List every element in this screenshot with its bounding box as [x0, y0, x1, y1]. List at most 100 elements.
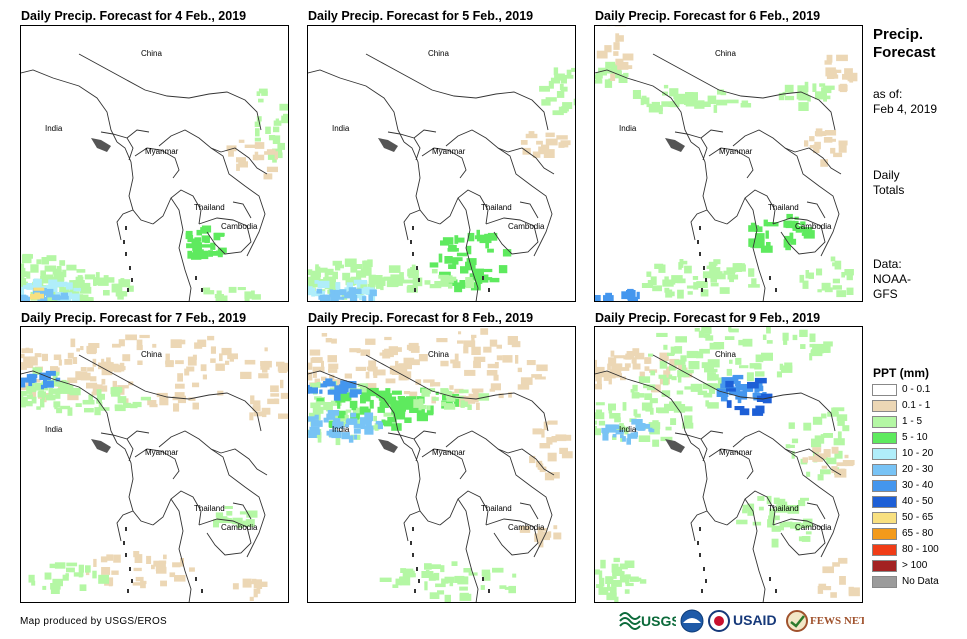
svg-text:FEWS NET: FEWS NET	[810, 615, 864, 627]
country-label-china: China	[428, 49, 449, 58]
usaid-logo: USAID	[732, 608, 784, 634]
legend-label: 5 - 10	[902, 432, 928, 443]
country-label-india: India	[332, 425, 350, 434]
country-label-cambodia: Cambodia	[795, 222, 832, 231]
data-source-line3: GFS	[873, 287, 898, 301]
country-label-thailand: Thailand	[768, 203, 799, 212]
usgs-logo-graphic: USGS	[619, 612, 681, 630]
country-borders	[21, 354, 268, 602]
precip-field	[595, 327, 860, 602]
country-label-thailand: Thailand	[194, 504, 225, 513]
country-label-myanmar: Myanmar	[432, 448, 466, 457]
country-label-thailand: Thailand	[481, 504, 512, 513]
country-borders	[595, 53, 842, 301]
country-borders	[595, 354, 842, 602]
country-label-india: India	[332, 124, 350, 133]
legend-label: No Data	[902, 576, 939, 587]
legend-swatch	[872, 528, 897, 540]
country-label-myanmar: Myanmar	[145, 147, 179, 156]
country-label-cambodia: Cambodia	[508, 523, 545, 532]
totals-line2: Totals	[873, 183, 905, 197]
country-label-cambodia: Cambodia	[221, 222, 258, 231]
legend-swatch	[872, 544, 897, 556]
legend-swatch	[872, 400, 897, 412]
country-label-myanmar: Myanmar	[719, 448, 753, 457]
country-label-india: India	[619, 425, 637, 434]
country-label-cambodia: Cambodia	[508, 222, 545, 231]
country-label-myanmar: Myanmar	[145, 448, 179, 457]
map-panel-4[interactable]: China India Myanmar Thailand Cambodia	[20, 326, 289, 603]
totals-line1: Daily	[873, 168, 900, 182]
legend-swatch	[872, 448, 897, 460]
map-panel-6[interactable]: China India Myanmar Thailand Cambodia	[594, 326, 863, 603]
precip-field	[308, 328, 573, 602]
fewsnet-logo: FEWS NET	[786, 608, 867, 634]
map-panel-3[interactable]: China India Myanmar Thailand Cambodia	[594, 25, 863, 302]
legend-label: 0.1 - 1	[902, 400, 931, 411]
sidebar-title-line1: Precip.	[873, 26, 924, 43]
map-panel-1[interactable]: China India Myanmar Thailand Cambodia	[20, 25, 289, 302]
legend-swatch	[872, 384, 897, 396]
legend-label: 0 - 0.1	[902, 384, 931, 395]
country-label-thailand: Thailand	[194, 203, 225, 212]
panel-title-6: Daily Precip. Forecast for 9 Feb., 2019	[595, 311, 821, 325]
usaid-seal	[708, 608, 730, 634]
country-label-thailand: Thailand	[768, 504, 799, 513]
legend-title: PPT (mm)	[873, 366, 930, 380]
legend-swatch	[872, 576, 897, 588]
country-borders	[308, 53, 555, 301]
country-label-myanmar: Myanmar	[432, 147, 466, 156]
country-label-myanmar: Myanmar	[719, 147, 753, 156]
precip-map: China India Myanmar Thailand Cambodia	[21, 334, 288, 602]
country-label-india: India	[45, 425, 63, 434]
precip-field	[595, 26, 858, 301]
svg-text:USAID: USAID	[733, 612, 777, 628]
precip-map: China India Myanmar Thailand Cambodia	[308, 328, 573, 602]
country-label-china: China	[428, 350, 449, 359]
panel-title-3: Daily Precip. Forecast for 6 Feb., 2019	[595, 9, 821, 23]
country-label-cambodia: Cambodia	[221, 523, 258, 532]
precip-map: China India Myanmar Thailand Cambodia	[595, 327, 860, 602]
precip-field	[21, 88, 288, 301]
panel-title-4: Daily Precip. Forecast for 7 Feb., 2019	[21, 311, 247, 325]
legend-label: 40 - 50	[902, 496, 934, 507]
precip-field	[21, 334, 288, 601]
legend-label: 10 - 20	[902, 448, 934, 459]
legend-label: > 100	[902, 560, 928, 571]
legend-swatch	[872, 560, 897, 572]
legend-label: 1 - 5	[902, 416, 923, 427]
usgs-logo: USGS	[618, 608, 681, 634]
country-label-india: India	[619, 124, 637, 133]
country-borders	[308, 354, 555, 602]
legend-label: 20 - 30	[902, 464, 934, 475]
panel-title-5: Daily Precip. Forecast for 8 Feb., 2019	[308, 311, 534, 325]
legend-swatch	[872, 464, 897, 476]
legend-swatch	[872, 432, 897, 444]
legend-swatch	[872, 480, 897, 492]
legend-swatch	[872, 512, 897, 524]
legend-label: 80 - 100	[902, 544, 939, 555]
data-source-line1: Data:	[873, 257, 902, 271]
country-label-thailand: Thailand	[481, 203, 512, 212]
precip-field	[308, 67, 575, 301]
legend-swatch	[872, 496, 897, 508]
legend-label: 30 - 40	[902, 480, 934, 491]
map-panel-2[interactable]: China India Myanmar Thailand Cambodia	[307, 25, 576, 302]
country-label-china: China	[715, 350, 736, 359]
country-borders	[21, 53, 268, 301]
panel-title-1: Daily Precip. Forecast for 4 Feb., 2019	[21, 9, 247, 23]
precip-map: China India Myanmar Thailand Cambodia	[595, 26, 858, 301]
map-panel-5[interactable]: China India Myanmar Thailand Cambodia	[307, 326, 576, 603]
legend-label: 50 - 65	[902, 512, 934, 523]
data-source-line2: NOAA-	[873, 272, 912, 286]
map-credit: Map produced by USGS/EROS	[20, 616, 168, 627]
country-label-china: China	[141, 350, 162, 359]
legend-label: 65 - 80	[902, 528, 934, 539]
noaa-logo	[680, 608, 704, 634]
precip-map: China India Myanmar Thailand Cambodia	[308, 49, 575, 301]
asof-label: as of:	[873, 87, 903, 101]
country-label-cambodia: Cambodia	[795, 523, 832, 532]
legend-swatch	[872, 416, 897, 428]
precip-map: China India Myanmar Thailand Cambodia	[21, 49, 288, 301]
country-label-china: China	[141, 49, 162, 58]
